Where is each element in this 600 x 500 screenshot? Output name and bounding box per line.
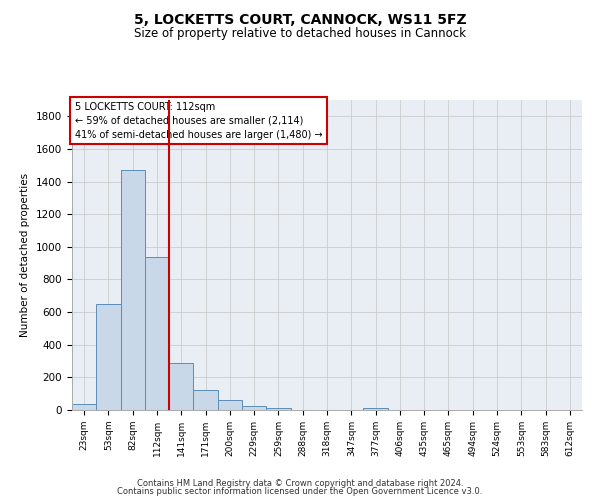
Text: Contains public sector information licensed under the Open Government Licence v3: Contains public sector information licen…	[118, 487, 482, 496]
Text: Contains HM Land Registry data © Crown copyright and database right 2024.: Contains HM Land Registry data © Crown c…	[137, 478, 463, 488]
Y-axis label: Number of detached properties: Number of detached properties	[20, 173, 31, 337]
Bar	[242, 406, 266, 410]
Text: Size of property relative to detached houses in Cannock: Size of property relative to detached ho…	[134, 28, 466, 40]
Text: 5, LOCKETTS COURT, CANNOCK, WS11 5FZ: 5, LOCKETTS COURT, CANNOCK, WS11 5FZ	[134, 12, 466, 26]
Bar	[266, 408, 290, 410]
Bar	[193, 390, 218, 410]
Bar	[121, 170, 145, 410]
Bar	[145, 258, 169, 410]
Text: 5 LOCKETTS COURT: 112sqm
← 59% of detached houses are smaller (2,114)
41% of sem: 5 LOCKETTS COURT: 112sqm ← 59% of detach…	[74, 102, 322, 140]
Bar	[218, 400, 242, 410]
Bar	[72, 404, 96, 410]
Bar	[169, 362, 193, 410]
Bar	[96, 304, 121, 410]
Bar	[364, 408, 388, 410]
